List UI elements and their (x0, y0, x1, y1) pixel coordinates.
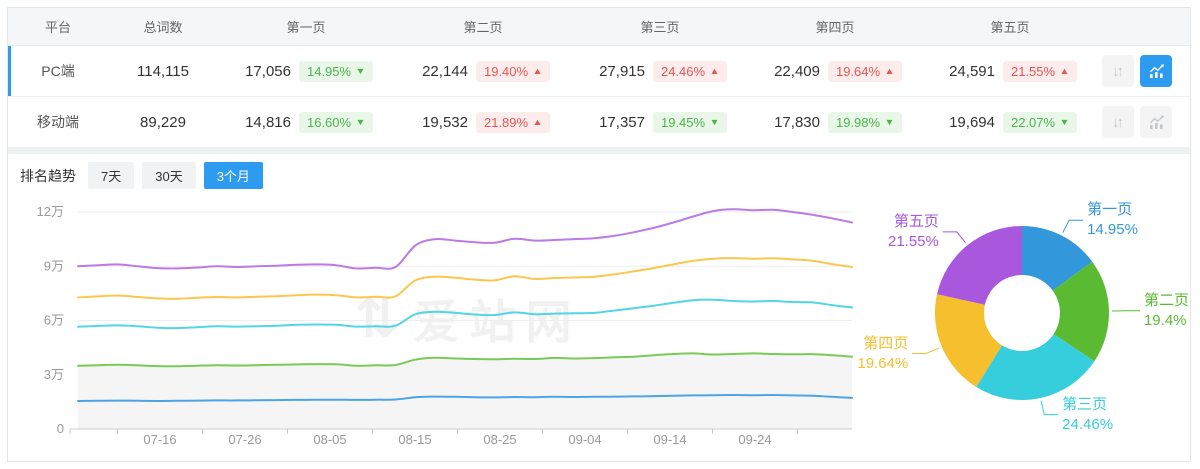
charts-area: ⇅ 爱站网 0 3万 6万 9万 12万 07-16 07-26 08-05 08-15 08-2… (8, 192, 1190, 462)
sort-icon: ↓↑ (1112, 62, 1124, 80)
trend-arrow-icon: ▲ (884, 65, 895, 76)
platform-label: 移动端 (37, 114, 79, 130)
table-row-pc[interactable]: PC端 114,115 17,056 14.95% ▼ 22,144 19.40%… (8, 46, 1190, 97)
sort-button[interactable]: ↓↑ (1102, 106, 1134, 138)
svg-text:12万: 12万 (37, 204, 64, 219)
donut-label-第一页: 第一页 14.95% (1087, 201, 1138, 239)
page2-value: 22,144 (422, 62, 468, 80)
page2-cell: 19,532 21.89% ▲ (394, 111, 572, 133)
donut-label-第四页: 第四页 19.64% (857, 334, 909, 372)
trend-arrow-icon: ▼ (1059, 116, 1070, 127)
chart-icon (1149, 114, 1164, 129)
svg-text:08-05: 08-05 (313, 432, 346, 447)
sort-button[interactable]: ↓↑ (1102, 55, 1134, 87)
page3-cell: 17,357 19.45% ▼ (572, 111, 748, 133)
donut-label-第三页: 第三页 24.46% (1062, 395, 1114, 433)
chart-icon (1149, 63, 1164, 78)
col-page-4: 第四页 (815, 20, 855, 35)
app-panel: 平台 总词数 第一页 第二页 第三页 第四页 第五页 PC端 114,115 1… (7, 7, 1191, 462)
svg-text:9万: 9万 (44, 258, 64, 273)
page1-cell: 14,816 16.60% ▼ (218, 111, 394, 133)
change-badge: 19.40% ▲ (475, 60, 550, 82)
page2-cell: 22,144 19.40% ▲ (394, 60, 572, 82)
trend-arrow-icon: ▼ (709, 116, 720, 127)
page3-value: 27,915 (599, 62, 645, 80)
trend-arrow-icon: ▼ (355, 65, 366, 76)
change-badge: 21.55% ▲ (1002, 60, 1077, 82)
svg-text:09-14: 09-14 (653, 432, 686, 447)
change-badge: 24.46% ▲ (652, 60, 727, 82)
table-row-mobile[interactable]: 移动端 89,229 14,816 16.60% ▼ 19,532 21.89% ▲… (8, 97, 1190, 148)
page1-value: 17,056 (245, 62, 291, 80)
total-words-value: 114,115 (137, 62, 189, 80)
change-badge: 22.07% ▼ (1002, 111, 1077, 133)
section-divider (8, 148, 1190, 154)
donut-label-第二页: 第二页 19.4% (1143, 291, 1189, 329)
page3-value: 17,357 (599, 113, 645, 131)
sort-icon: ↓↑ (1112, 113, 1124, 131)
trend-arrow-icon: ▲ (532, 116, 543, 127)
page4-value: 22,409 (774, 62, 820, 80)
page5-cell: 24,591 21.55% ▲ (922, 60, 1098, 82)
trend-title: 排名趋势 (20, 167, 76, 184)
tab-30days[interactable]: 30天 (142, 162, 196, 189)
svg-text:07-26: 07-26 (228, 432, 261, 447)
page5-value: 19,694 (949, 113, 995, 131)
svg-text:09-04: 09-04 (568, 432, 601, 447)
page1-value: 14,816 (245, 113, 291, 131)
platform-label: PC端 (41, 63, 75, 79)
svg-text:09-24: 09-24 (738, 432, 771, 447)
col-page-2: 第二页 (463, 20, 503, 35)
trend-chart-button[interactable] (1140, 55, 1172, 87)
page5-value: 24,591 (949, 62, 995, 80)
trend-arrow-icon: ▲ (709, 65, 720, 76)
donut-label-第五页: 第五页 21.55% (887, 212, 939, 250)
change-badge: 16.60% ▼ (298, 111, 373, 133)
col-page-3: 第三页 (640, 20, 680, 35)
svg-text:0: 0 (57, 421, 64, 436)
svg-text:3万: 3万 (44, 367, 64, 382)
svg-text:07-16: 07-16 (143, 432, 176, 447)
col-page-5: 第五页 (990, 20, 1030, 35)
trend-arrow-icon: ▼ (355, 116, 366, 127)
ranking-trend-line-chart[interactable]: 0 3万 6万 9万 12万 07-16 07-26 08-05 08-15 08-25 09-04… (8, 192, 858, 462)
page2-value: 19,532 (422, 113, 468, 131)
col-platform: 平台 (44, 20, 71, 35)
change-badge: 19.64% ▲ (827, 60, 902, 82)
change-badge: 19.98% ▼ (827, 111, 902, 133)
col-page-1: 第一页 (286, 20, 326, 35)
change-badge: 14.95% ▼ (298, 60, 373, 82)
trend-arrow-icon: ▲ (1059, 65, 1070, 76)
change-badge: 21.89% ▲ (475, 111, 550, 133)
row-actions: ↓↑ (1098, 106, 1190, 138)
svg-text:6万: 6万 (44, 313, 64, 328)
table-header: 平台 总词数 第一页 第二页 第三页 第四页 第五页 (8, 8, 1190, 46)
trend-chart-button[interactable] (1140, 106, 1172, 138)
col-total-words: 总词数 (143, 20, 183, 35)
page3-cell: 27,915 24.46% ▲ (572, 60, 748, 82)
change-badge: 19.45% ▼ (652, 111, 727, 133)
page4-cell: 17,830 19.98% ▼ (748, 111, 922, 133)
svg-text:08-15: 08-15 (398, 432, 431, 447)
page4-cell: 22,409 19.64% ▲ (748, 60, 922, 82)
total-words-value: 89,229 (140, 113, 186, 131)
tab-3months[interactable]: 3个月 (203, 162, 263, 189)
trend-toolbar: 排名趋势 7天 30天 3个月 (8, 154, 1190, 189)
page4-value: 17,830 (774, 113, 820, 131)
row-actions: ↓↑ (1098, 55, 1190, 87)
trend-arrow-icon: ▲ (532, 65, 543, 76)
tab-7days[interactable]: 7天 (88, 162, 135, 189)
page-distribution-donut-chart[interactable]: 第一页 14.95% 第二页 19.4% 第三页 24.46% 第四页 19.64% 第五页 21… (857, 192, 1190, 461)
page1-cell: 17,056 14.95% ▼ (218, 60, 394, 82)
svg-text:08-25: 08-25 (483, 432, 516, 447)
page5-cell: 19,694 22.07% ▼ (922, 111, 1098, 133)
trend-arrow-icon: ▼ (884, 116, 895, 127)
